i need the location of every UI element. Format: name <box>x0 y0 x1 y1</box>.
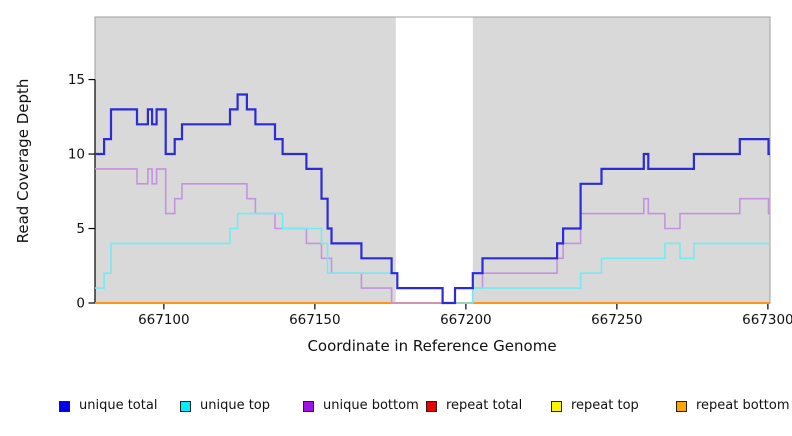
series-unique-total <box>95 93 770 305</box>
y-tick-label: 0 <box>76 296 85 312</box>
x-tick-label: 667100 <box>138 312 190 328</box>
legend-label: unique total <box>79 398 158 413</box>
legend-swatch-repeat-total <box>426 400 437 412</box>
legend-item-repeat-bottom: repeat bottom <box>676 399 790 413</box>
legend-item-unique-top: unique top <box>180 399 270 413</box>
legend-label: repeat bottom <box>696 398 790 413</box>
legend-label: repeat top <box>571 398 639 413</box>
legend-swatch-unique-total <box>59 400 70 412</box>
y-tick-label: 10 <box>68 147 85 163</box>
legend-swatch-repeat-top <box>551 400 562 412</box>
legend-item-repeat-total: repeat total <box>426 399 522 413</box>
legend-swatch-unique-top <box>180 400 191 412</box>
x-tick-label: 667300 <box>742 312 792 328</box>
legend-swatch-unique-bottom <box>303 400 314 412</box>
y-axis-title: Read Coverage Depth <box>14 79 32 244</box>
legend-item-unique-bottom: unique bottom <box>303 399 419 413</box>
legend-label: unique bottom <box>323 398 419 413</box>
x-axis-title: Coordinate in Reference Genome <box>307 337 556 355</box>
x-tick-label: 667200 <box>440 312 492 328</box>
no-coverage-band <box>395 17 473 303</box>
legend-item-repeat-top: repeat top <box>551 399 639 413</box>
legend-label: unique top <box>200 398 271 413</box>
y-tick-label: 15 <box>68 72 85 88</box>
series-group <box>95 93 770 305</box>
x-tick-label: 667150 <box>289 312 341 328</box>
x-tick-label: 667250 <box>591 312 643 328</box>
legend-swatch-repeat-bottom <box>676 400 687 412</box>
legend-label: repeat total <box>446 398 523 413</box>
y-tick-label: 5 <box>76 221 85 237</box>
legend-item-unique-total: unique total <box>59 399 157 413</box>
